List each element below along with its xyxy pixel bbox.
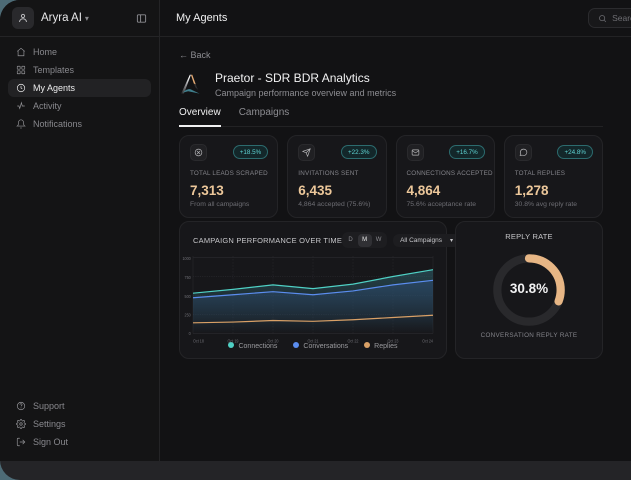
svg-text:Oct 24: Oct 24 bbox=[422, 338, 433, 344]
svg-text:Oct 19: Oct 19 bbox=[228, 338, 239, 344]
svg-text:1000: 1000 bbox=[182, 255, 191, 261]
svg-text:500: 500 bbox=[185, 293, 192, 299]
svg-text:750: 750 bbox=[185, 274, 192, 280]
svg-text:Oct 20: Oct 20 bbox=[268, 338, 279, 344]
svg-text:Oct 22: Oct 22 bbox=[348, 338, 359, 344]
svg-text:0: 0 bbox=[189, 330, 192, 336]
svg-text:Oct 23: Oct 23 bbox=[388, 338, 399, 344]
svg-text:Oct 21: Oct 21 bbox=[308, 338, 319, 344]
svg-text:Oct 18: Oct 18 bbox=[193, 338, 204, 344]
svg-text:250: 250 bbox=[185, 312, 192, 318]
